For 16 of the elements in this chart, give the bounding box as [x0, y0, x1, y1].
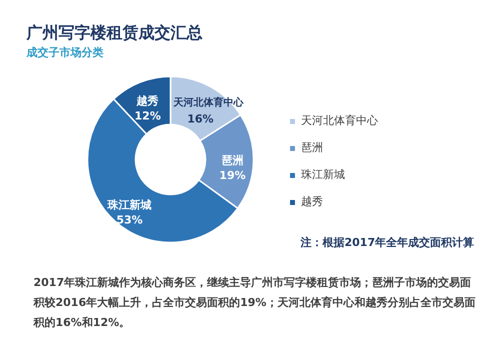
- chart-title: 广州写字楼租赁成交汇总: [26, 23, 202, 42]
- data-label: 12%: [134, 109, 161, 122]
- data-label: 16%: [187, 112, 214, 126]
- text: 注：根据2017年全年成交面积计算: [300, 236, 474, 249]
- legend-label: 琶洲: [301, 140, 323, 155]
- chart-subtitle: 成交子市场分类: [26, 46, 104, 59]
- data-label: 19%: [219, 168, 246, 182]
- legend-label: 珠江新城: [301, 167, 345, 182]
- legend-label: 越秀: [301, 194, 323, 209]
- legend-label: 天河北体育中心: [301, 113, 378, 128]
- slice-label: 天河北体育中心: [172, 96, 244, 109]
- slice-label: 越秀: [136, 94, 159, 108]
- data-label: 53%: [116, 214, 143, 227]
- slice-label: 珠江新城: [106, 198, 152, 212]
- text: 2017年珠江新城作为核心商务区，继续主导广州市写字楼租赁市场；琶洲子市场的交易面积较2016年大幅上升，占全市交易面积的19%；天河北体育中心和越秀分别占全市交易面积的16%和12%。: [32, 276, 476, 329]
- slice-label: 琶洲: [221, 154, 244, 167]
